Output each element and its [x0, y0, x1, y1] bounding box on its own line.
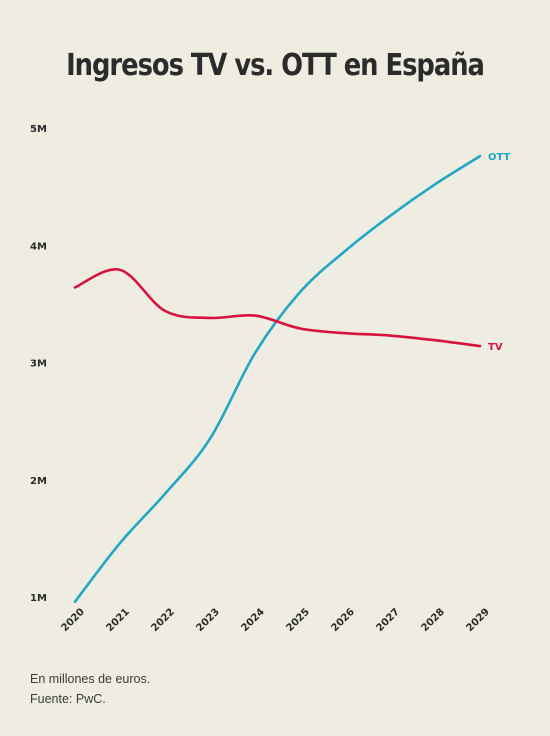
tv-series-label: TV	[488, 342, 503, 353]
tv-series-line	[73, 268, 482, 348]
x-axis: 2020 2021 2022 2023 2024 2025 2026 2027 2028 2029	[59, 606, 491, 633]
x-tick-label: 2026	[329, 606, 356, 633]
x-tick-label: 2025	[284, 606, 311, 633]
y-tick-label: 1M	[30, 593, 47, 604]
chart-title: Ingresos TV vs. OTT en España	[66, 48, 485, 83]
x-tick-label: 2021	[104, 606, 131, 633]
ott-series-line	[73, 154, 482, 603]
x-tick-label: 2024	[239, 606, 266, 633]
y-axis: 1M 2M 3M 4M 5M	[30, 124, 47, 604]
x-tick-label: 2027	[374, 606, 401, 633]
units-note: En millones de euros.	[30, 672, 151, 686]
y-tick-label: 5M	[30, 124, 47, 135]
y-tick-label: 2M	[30, 476, 47, 487]
x-tick-label: 2028	[419, 606, 446, 633]
x-tick-label: 2022	[149, 606, 176, 633]
chart-footer: En millones de euros. Fuente: PwC.	[30, 669, 150, 709]
ott-series-label: OTT	[488, 152, 511, 163]
x-tick-label: 2023	[194, 606, 221, 633]
x-tick-label: 2029	[464, 606, 491, 633]
x-tick-label: 2020	[59, 606, 86, 633]
source-note: Fuente: PwC.	[30, 692, 106, 706]
series-labels: OTT TV	[488, 152, 511, 353]
y-tick-label: 3M	[30, 359, 47, 370]
series-lines	[73, 154, 482, 603]
y-tick-label: 4M	[30, 241, 47, 252]
